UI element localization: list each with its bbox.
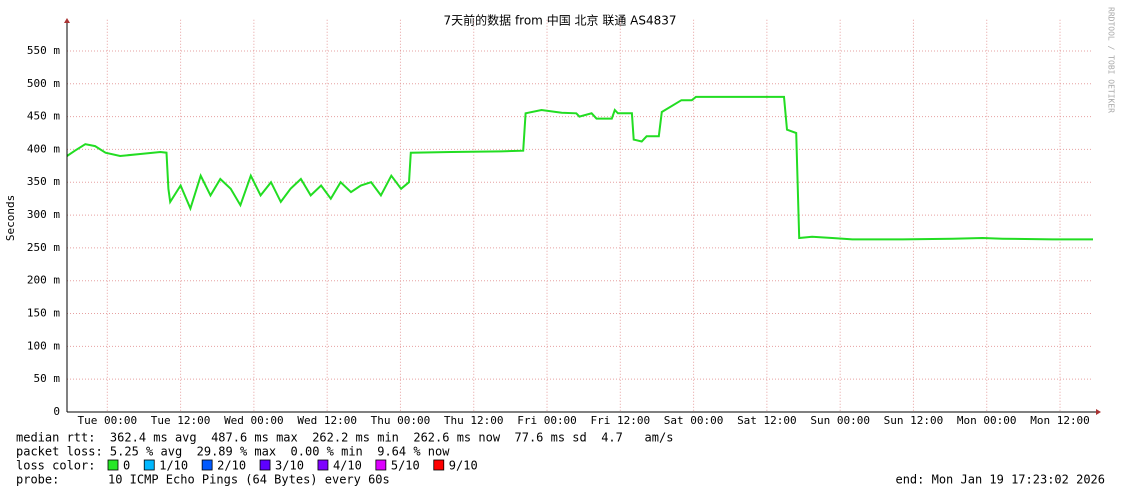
- x-tick-label: Fri 12:00: [591, 414, 651, 427]
- legend-swatch: [259, 459, 271, 471]
- legend-label: 5/10: [391, 459, 420, 473]
- x-tick-label: Mon 00:00: [957, 414, 1017, 427]
- legend-swatch: [375, 459, 387, 471]
- y-tick-label: 250 m: [27, 241, 60, 254]
- x-tick-label: Sun 12:00: [884, 414, 944, 427]
- probe-text: 10 ICMP Echo Pings (64 Bytes) every 60s: [108, 473, 390, 487]
- y-tick-label: 450 m: [27, 110, 60, 123]
- y-tick-label: 100 m: [27, 339, 60, 352]
- y-tick-label: 400 m: [27, 142, 60, 155]
- y-tick-label: 300 m: [27, 208, 60, 221]
- chart-title: 7天前的数据 from 中国 北京 联通 AS4837: [444, 13, 677, 28]
- x-tick-label: Thu 12:00: [444, 414, 504, 427]
- legend-title: loss color:: [16, 459, 95, 473]
- legend-label: 4/10: [333, 459, 362, 473]
- plot: [66, 95, 1093, 241]
- legend-swatch: [107, 459, 119, 471]
- y-axis-label: Seconds: [4, 195, 17, 241]
- y-arrow: [64, 18, 70, 23]
- y-tick-label: 0: [53, 405, 60, 418]
- legend-swatch: [317, 459, 329, 471]
- legend-swatch: [433, 459, 445, 471]
- x-tick-label: Tue 12:00: [151, 414, 211, 427]
- legend-swatch: [143, 459, 155, 471]
- end-time: end: Mon Jan 19 17:23:02 2026: [895, 473, 1105, 487]
- x-tick-label: Sun 00:00: [810, 414, 870, 427]
- median-line: [66, 95, 1093, 241]
- legend-label: 9/10: [449, 459, 478, 473]
- x-tick-label: Wed 12:00: [297, 414, 357, 427]
- legend-label: 0: [123, 459, 130, 473]
- stats-rtt: median rtt: 362.4 ms avg 487.6 ms max 26…: [16, 431, 673, 445]
- legend-label: 3/10: [275, 459, 304, 473]
- x-arrow: [1096, 409, 1101, 415]
- x-tick-label: Wed 00:00: [224, 414, 284, 427]
- x-tick-label: Sat 12:00: [737, 414, 797, 427]
- probe-label: probe:: [16, 473, 59, 487]
- x-tick-label: Mon 12:00: [1030, 414, 1090, 427]
- x-tick-label: Sat 00:00: [664, 414, 724, 427]
- x-tick-label: Tue 00:00: [78, 414, 138, 427]
- y-tick-label: 350 m: [27, 175, 60, 188]
- legend-swatch: [201, 459, 213, 471]
- y-tick-label: 150 m: [27, 307, 60, 320]
- y-tick-label: 200 m: [27, 274, 60, 287]
- watermark: RRDTOOL / TOBI OETIKER: [1107, 7, 1116, 113]
- legend: 0 1/10 2/10 3/10 4/10 5/10 9/10: [107, 459, 478, 473]
- legend-label: 2/10: [217, 459, 246, 473]
- stats-loss: packet loss: 5.25 % avg 29.89 % max 0.00…: [16, 445, 450, 459]
- x-tick-label: Fri 00:00: [517, 414, 577, 427]
- y-tick-label: 50 m: [34, 372, 61, 385]
- y-tick-label: 550 m: [27, 44, 60, 57]
- x-tick-label: Thu 00:00: [371, 414, 431, 427]
- legend-label: 1/10: [159, 459, 188, 473]
- y-tick-label: 500 m: [27, 77, 60, 90]
